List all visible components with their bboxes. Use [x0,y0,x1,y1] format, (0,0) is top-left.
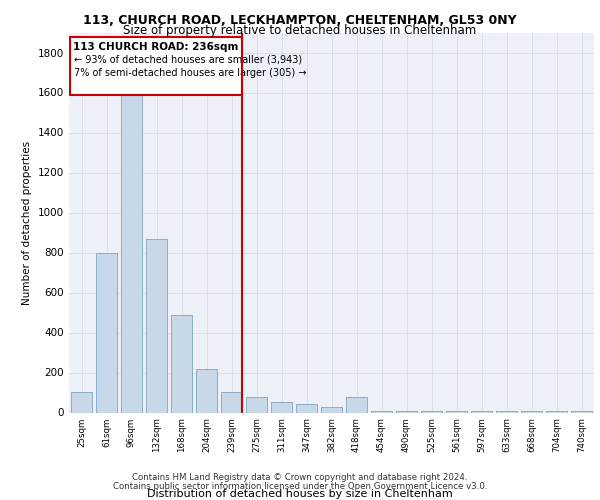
Text: 113 CHURCH ROAD: 236sqm: 113 CHURCH ROAD: 236sqm [73,42,239,52]
Text: Distribution of detached houses by size in Cheltenham: Distribution of detached houses by size … [147,489,453,499]
Text: Contains HM Land Registry data © Crown copyright and database right 2024.: Contains HM Land Registry data © Crown c… [132,474,468,482]
Bar [471,411,492,412]
Bar [446,411,467,412]
Bar [546,411,567,412]
Bar [496,411,517,412]
Bar [246,396,267,412]
Text: Size of property relative to detached houses in Cheltenham: Size of property relative to detached ho… [124,24,476,37]
Bar [271,402,292,412]
Text: 7% of semi-detached houses are larger (305) →: 7% of semi-detached houses are larger (3… [74,68,307,78]
Bar [571,411,592,412]
Bar [521,411,542,412]
Bar [96,252,117,412]
Text: ← 93% of detached houses are smaller (3,943): ← 93% of detached houses are smaller (3,… [74,54,302,64]
Bar [171,314,192,412]
Bar [296,404,317,412]
Bar [321,406,342,412]
Text: 113, CHURCH ROAD, LECKHAMPTON, CHELTENHAM, GL53 0NY: 113, CHURCH ROAD, LECKHAMPTON, CHELTENHA… [83,14,517,27]
Bar [146,238,167,412]
Bar [371,411,392,412]
Text: Contains public sector information licensed under the Open Government Licence v3: Contains public sector information licen… [113,482,487,491]
Bar [196,368,217,412]
Bar [121,82,142,412]
Bar [71,392,92,412]
Bar [421,411,442,412]
Bar [346,396,367,412]
Bar [396,411,417,412]
Bar [221,392,242,412]
Bar [70,36,242,94]
Y-axis label: Number of detached properties: Number of detached properties [22,140,32,304]
